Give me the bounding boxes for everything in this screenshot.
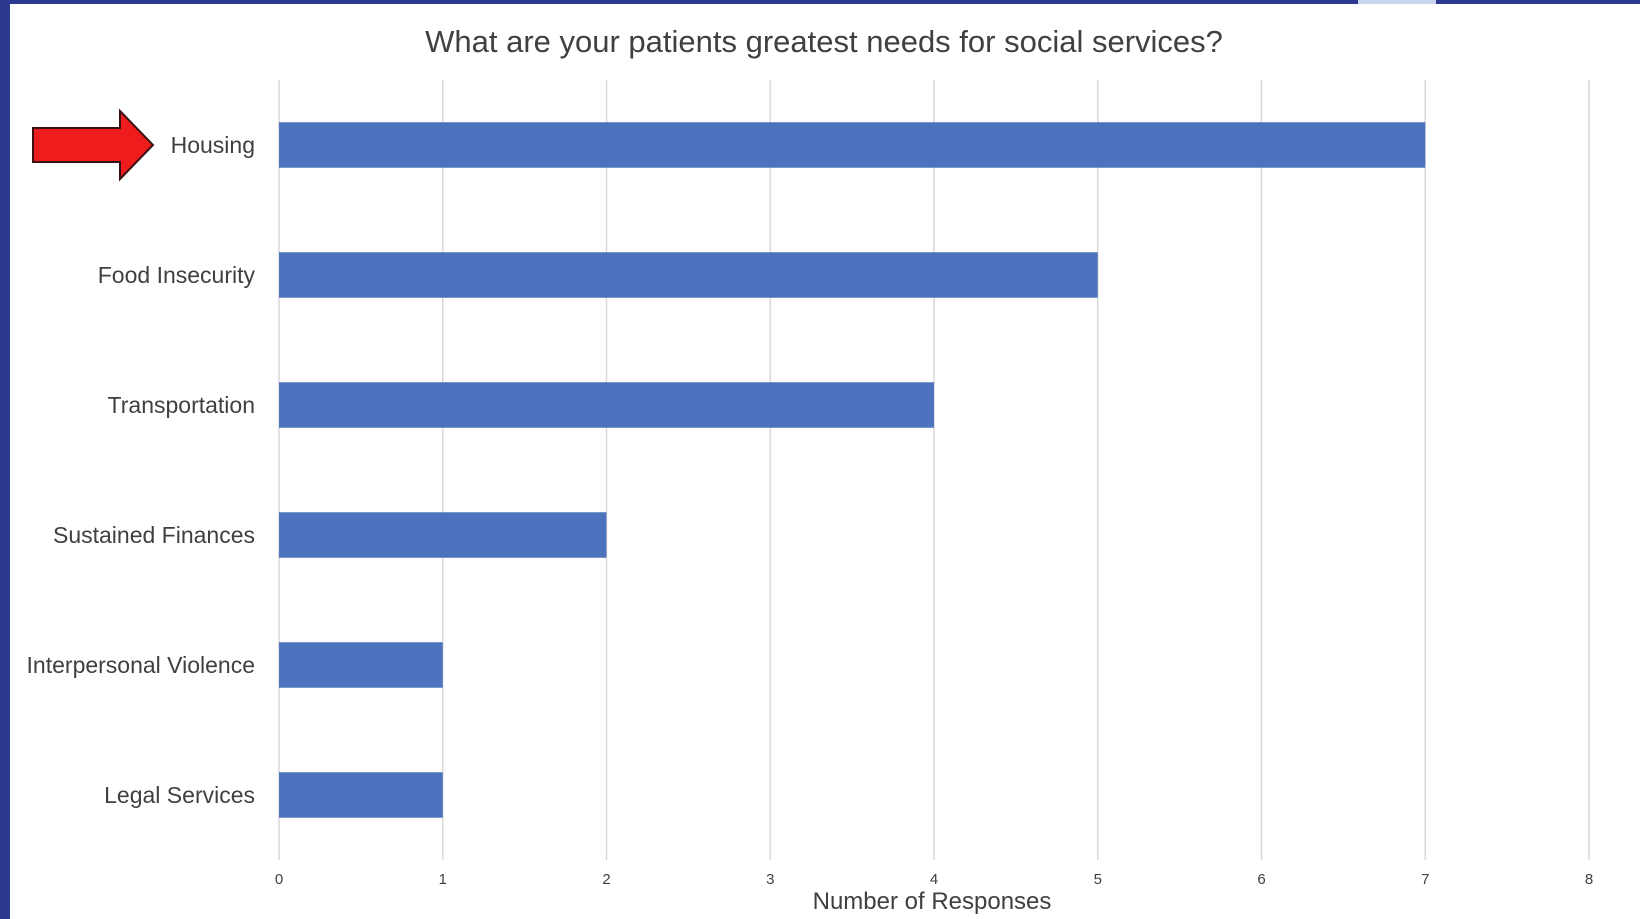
x-tick-label: 8 xyxy=(1585,871,1593,888)
category-label: Food Insecurity xyxy=(98,262,256,288)
category-label: Sustained Finances xyxy=(53,522,255,548)
bar xyxy=(279,122,1426,168)
category-label: Transportation xyxy=(108,392,255,418)
bar xyxy=(279,772,443,818)
slide-top-accent xyxy=(1358,0,1436,4)
chart-title: What are your patients greatest needs fo… xyxy=(425,24,1223,59)
x-tick-label: 5 xyxy=(1094,871,1102,888)
bar xyxy=(279,252,1098,298)
x-tick-label: 2 xyxy=(602,871,610,888)
x-axis-title: Number of Responses xyxy=(813,888,1052,915)
x-tick-label: 0 xyxy=(275,871,283,888)
category-label: Legal Services xyxy=(104,782,255,808)
x-tick-label: 7 xyxy=(1421,871,1429,888)
bar xyxy=(279,382,934,428)
gridlines xyxy=(278,80,1590,860)
x-tick-label: 6 xyxy=(1257,871,1265,888)
bars xyxy=(279,122,1426,818)
category-label: Interpersonal Violence xyxy=(27,652,255,678)
highlight-marker xyxy=(32,108,155,182)
x-tick-label: 4 xyxy=(930,871,938,888)
bar xyxy=(279,642,443,688)
x-tick-label: 3 xyxy=(766,871,774,888)
category-label: Housing xyxy=(171,132,255,158)
x-tick-labels: 0 1 2 3 4 5 6 7 8 xyxy=(275,871,1593,888)
arrow-right-icon xyxy=(32,108,155,182)
category-labels: Housing Food Insecurity Transportation Sust… xyxy=(27,132,256,808)
x-tick-label: 1 xyxy=(439,871,447,888)
bar xyxy=(279,512,607,558)
